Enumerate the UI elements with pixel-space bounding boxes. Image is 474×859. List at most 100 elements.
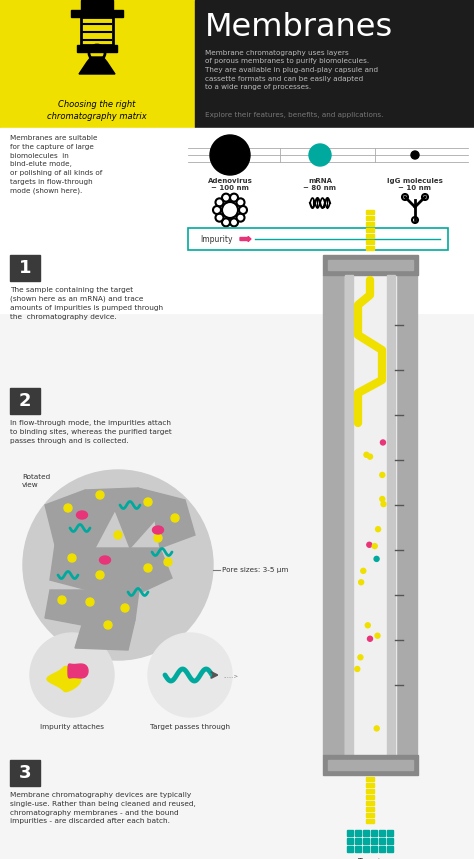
Bar: [366, 813, 374, 817]
Bar: [366, 240, 374, 244]
Circle shape: [96, 491, 104, 499]
Circle shape: [104, 621, 112, 629]
Circle shape: [355, 667, 360, 672]
Circle shape: [58, 596, 66, 604]
Bar: [10, 760, 40, 786]
Bar: [366, 246, 374, 250]
Ellipse shape: [100, 556, 110, 564]
Bar: [347, 838, 353, 844]
Circle shape: [359, 580, 364, 585]
Circle shape: [367, 637, 373, 642]
Bar: [355, 846, 361, 852]
Bar: [77, 45, 117, 52]
Bar: [366, 789, 374, 793]
Text: Impurity: Impurity: [200, 235, 233, 243]
Text: ......>: ......>: [223, 673, 238, 679]
Bar: [363, 838, 369, 844]
Circle shape: [164, 558, 172, 566]
Bar: [323, 275, 345, 755]
Circle shape: [86, 598, 94, 606]
Text: In flow-through mode, the impurities attach
to binding sites, whereas the purifi: In flow-through mode, the impurities att…: [10, 420, 172, 443]
Circle shape: [23, 470, 213, 660]
Circle shape: [171, 514, 179, 522]
Text: Pore sizes: 3-5 μm: Pore sizes: 3-5 μm: [222, 567, 288, 573]
Text: Impurity attaches: Impurity attaches: [40, 724, 104, 730]
Polygon shape: [82, 582, 140, 625]
Circle shape: [30, 633, 114, 717]
Text: 2: 2: [19, 392, 31, 410]
Circle shape: [121, 604, 129, 612]
Bar: [10, 388, 40, 414]
Circle shape: [374, 557, 379, 562]
Polygon shape: [50, 545, 95, 590]
Text: Adenovirus
~ 100 nm: Adenovirus ~ 100 nm: [208, 178, 253, 192]
Circle shape: [372, 544, 377, 549]
Text: Membrane chromatography uses layers
of porous membranes to purify biomolecules.
: Membrane chromatography uses layers of p…: [205, 50, 378, 90]
Bar: [366, 222, 374, 226]
Circle shape: [154, 534, 162, 542]
Text: IgG molecules
~ 10 nm: IgG molecules ~ 10 nm: [387, 178, 443, 192]
Text: Membrane chromatography devices are typically
single-use. Rather than being clea: Membrane chromatography devices are typi…: [10, 792, 196, 825]
Bar: [347, 830, 353, 836]
Text: Membranes: Membranes: [205, 12, 393, 43]
Bar: [366, 819, 374, 823]
Circle shape: [309, 144, 331, 166]
Bar: [323, 255, 418, 275]
Bar: [347, 846, 353, 852]
Circle shape: [144, 498, 152, 506]
Circle shape: [411, 151, 419, 159]
Circle shape: [381, 502, 386, 507]
Bar: [371, 838, 377, 844]
Bar: [81, 0, 113, 10]
Circle shape: [68, 554, 76, 562]
Bar: [366, 795, 374, 799]
Polygon shape: [130, 548, 172, 592]
FancyArrow shape: [240, 236, 251, 241]
Circle shape: [381, 440, 385, 445]
Bar: [366, 216, 374, 220]
Circle shape: [114, 531, 122, 539]
Text: Target passes through: Target passes through: [150, 724, 230, 730]
Polygon shape: [75, 620, 135, 650]
Text: mRNA
~ 80 nm: mRNA ~ 80 nm: [303, 178, 337, 192]
Bar: [81, 17, 113, 45]
Text: The sample containing the target
(shown here as an mRNA) and trace
amounts of im: The sample containing the target (shown …: [10, 287, 163, 320]
Polygon shape: [45, 490, 115, 548]
Bar: [379, 846, 385, 852]
Bar: [0, 0, 195, 128]
Bar: [366, 234, 374, 238]
Bar: [323, 755, 418, 775]
Circle shape: [358, 655, 363, 660]
Bar: [363, 846, 369, 852]
Circle shape: [365, 623, 370, 628]
Bar: [366, 807, 374, 811]
Bar: [328, 260, 413, 270]
Bar: [387, 846, 393, 852]
Bar: [387, 838, 393, 844]
Bar: [10, 255, 40, 281]
Polygon shape: [88, 548, 140, 595]
Bar: [387, 830, 393, 836]
Circle shape: [367, 454, 373, 459]
Bar: [188, 228, 448, 250]
Polygon shape: [47, 667, 81, 691]
Polygon shape: [68, 664, 88, 678]
Bar: [195, 0, 474, 128]
Polygon shape: [85, 488, 155, 548]
Bar: [363, 830, 369, 836]
Bar: [366, 210, 374, 214]
Bar: [366, 228, 374, 232]
Ellipse shape: [76, 511, 88, 519]
Circle shape: [364, 453, 369, 457]
Bar: [328, 760, 413, 770]
Ellipse shape: [153, 526, 164, 534]
Circle shape: [374, 726, 379, 731]
Bar: [366, 783, 374, 787]
Circle shape: [144, 564, 152, 572]
Circle shape: [380, 472, 385, 478]
Text: Explore their features, benefits, and applications.: Explore their features, benefits, and ap…: [205, 112, 383, 118]
Bar: [345, 275, 396, 755]
Bar: [387, 275, 395, 755]
Bar: [366, 777, 374, 781]
Bar: [371, 846, 377, 852]
